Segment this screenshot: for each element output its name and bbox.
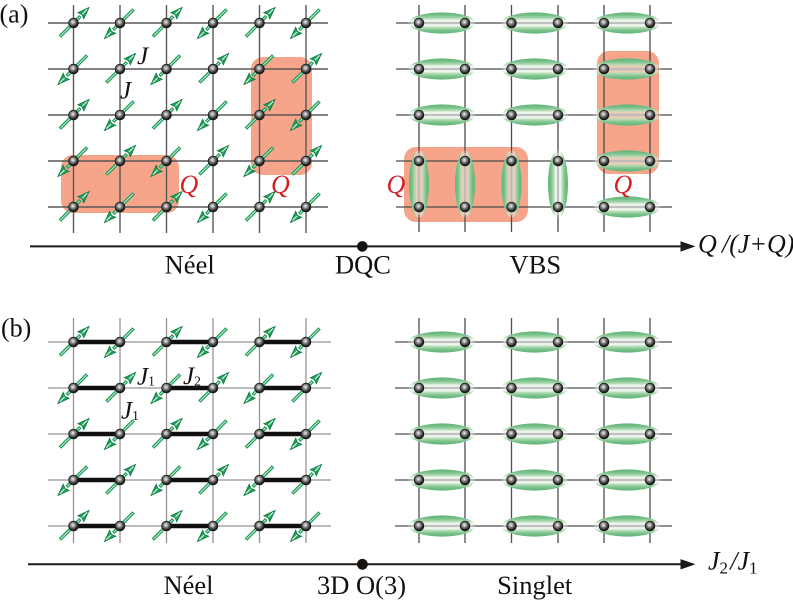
svg-text:Q /(J+Q): Q /(J+Q) [698,230,793,259]
svg-text:Q: Q [180,170,199,199]
svg-text:J2 /J1: J2 /J1 [708,547,757,578]
svg-text:J2: J2 [183,363,201,390]
svg-text:J: J [137,43,150,70]
svg-text:Singlet: Singlet [497,570,573,600]
svg-text:Q: Q [614,170,633,199]
svg-text:(b): (b) [1,314,31,343]
svg-text:J: J [120,78,133,105]
svg-text:Q: Q [387,170,406,199]
svg-text:J1: J1 [137,363,155,390]
svg-text:Néel: Néel [163,570,213,600]
svg-text:Q: Q [271,170,290,199]
svg-text:(a): (a) [0,0,28,28]
svg-text:Néel: Néel [165,249,215,279]
svg-text:J1: J1 [121,398,139,425]
svg-text:VBS: VBS [510,249,562,279]
svg-text:3D O(3): 3D O(3) [317,570,406,600]
svg-text:DQC: DQC [335,249,391,279]
